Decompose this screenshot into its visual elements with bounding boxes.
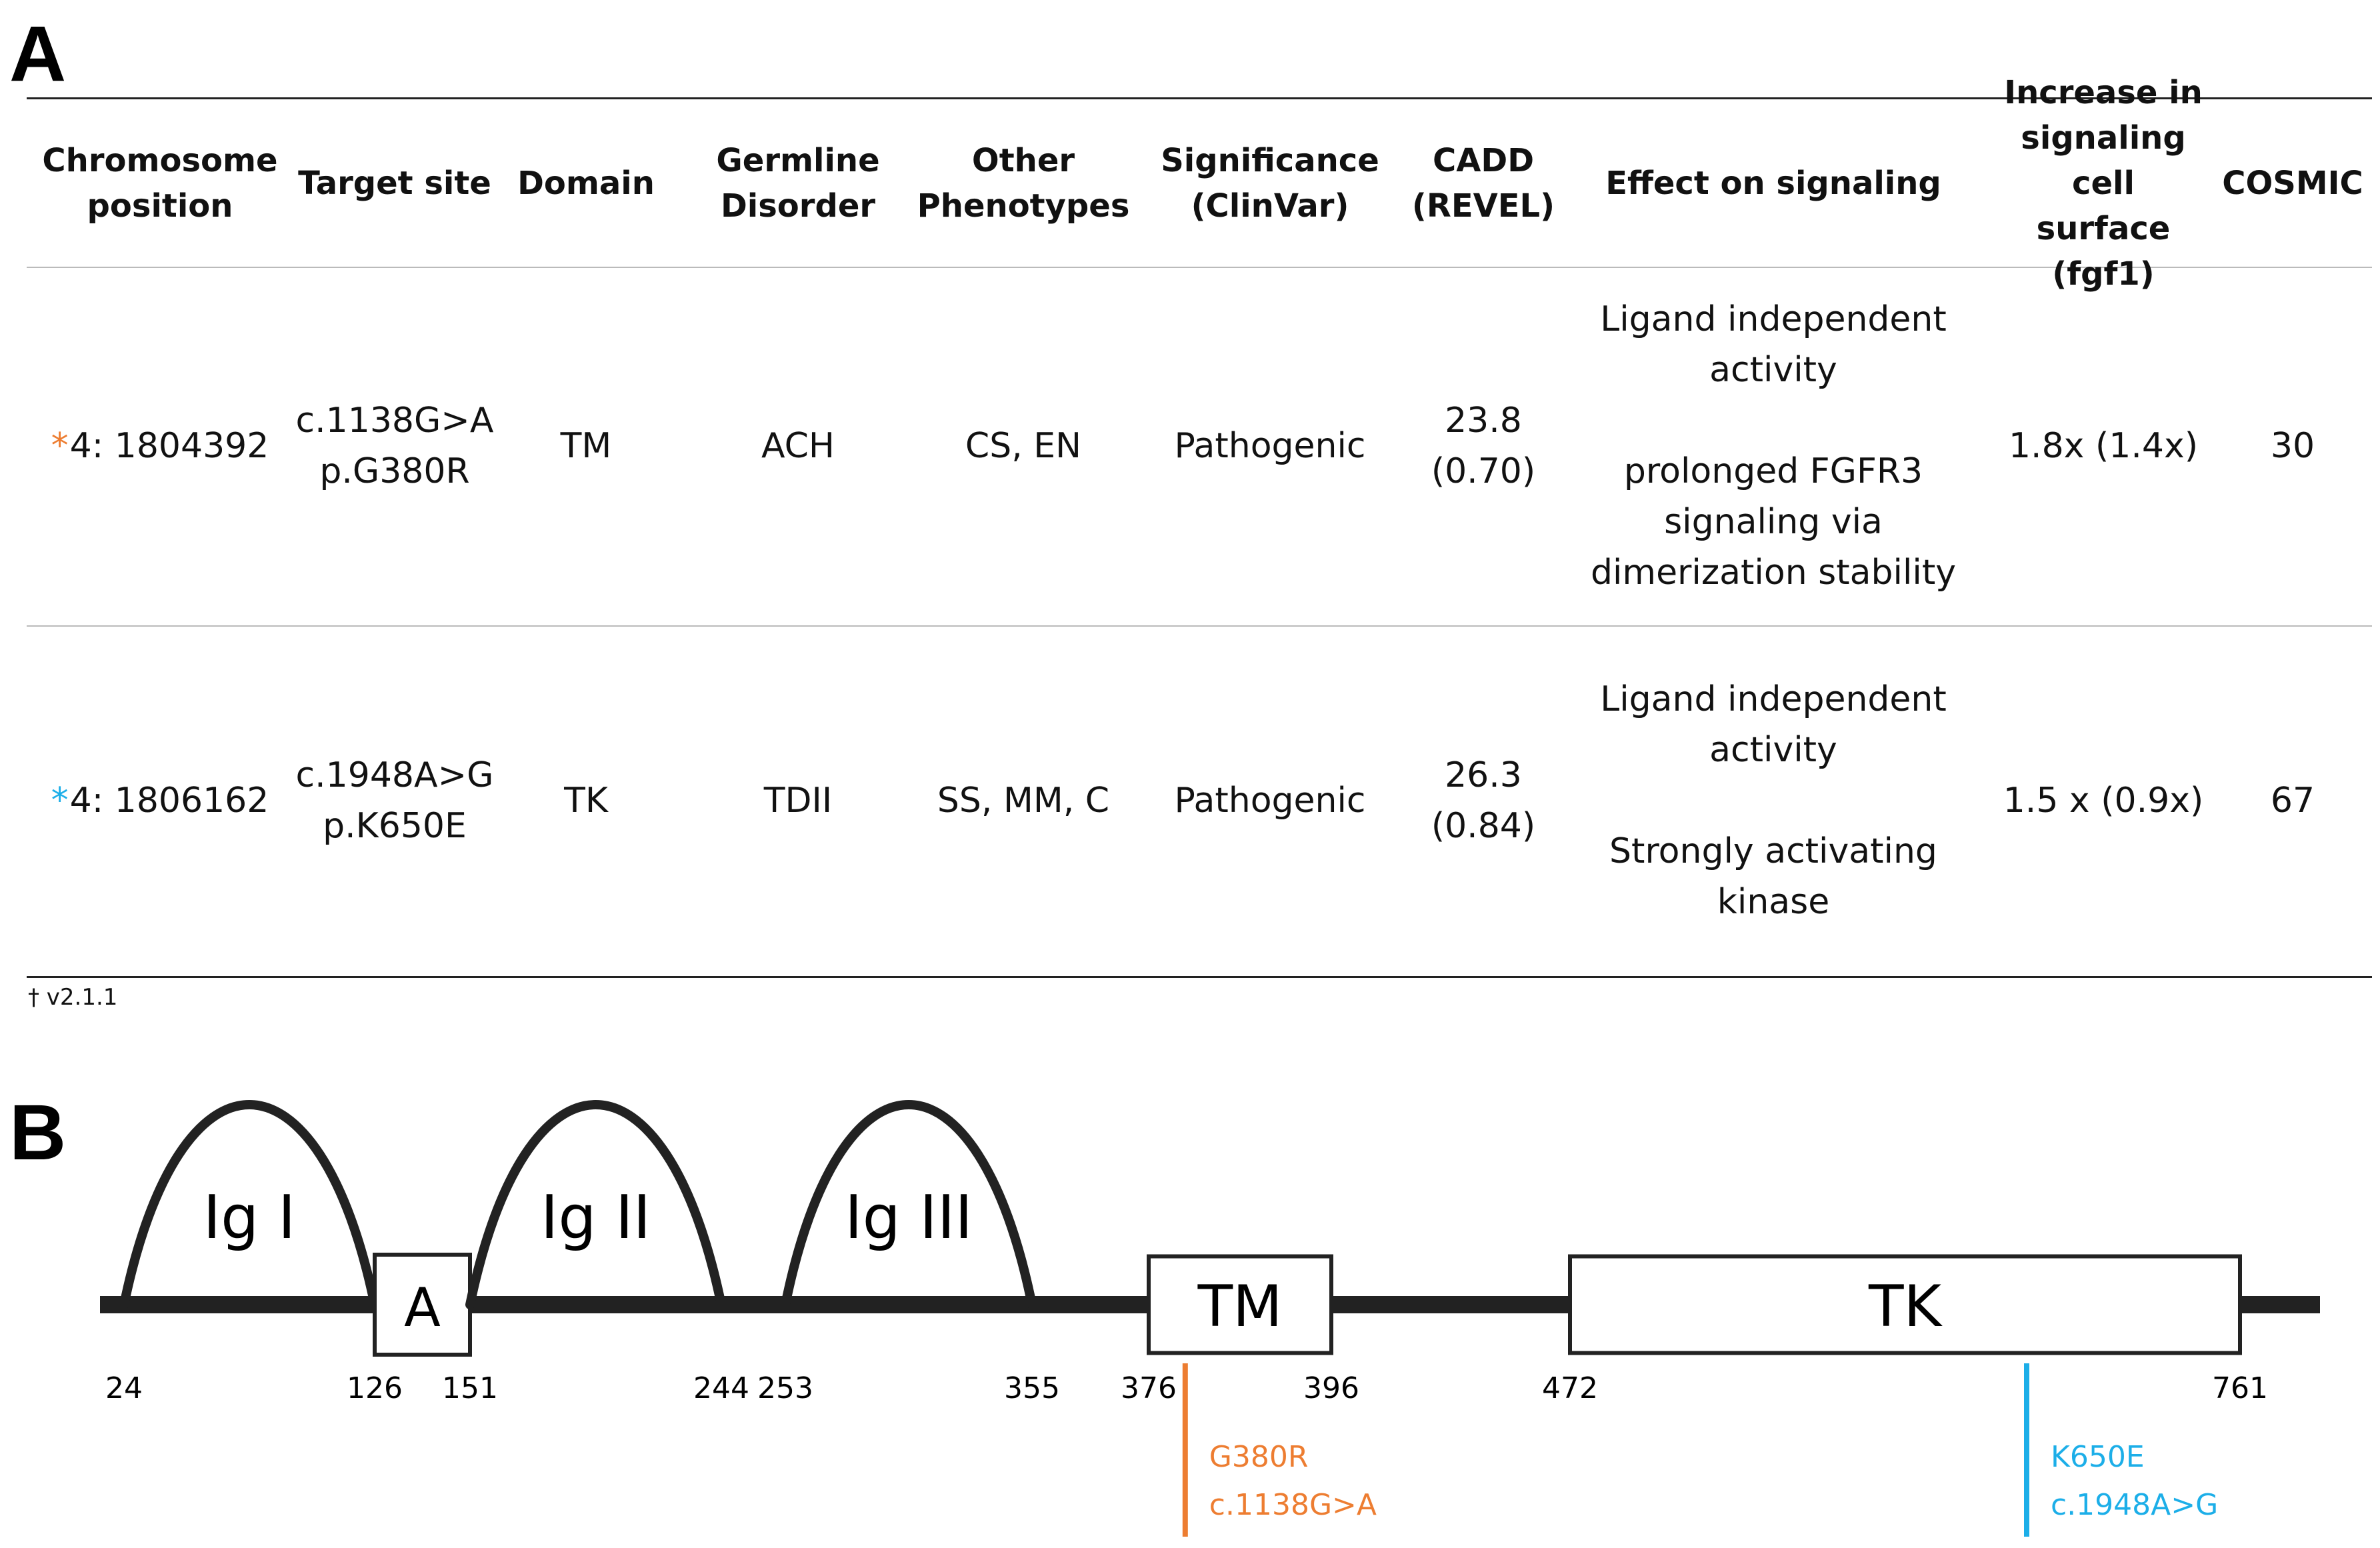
chromosome-position-text: 4: 1804392 (69, 426, 269, 467)
position-label: 253 (757, 1371, 813, 1405)
table-bottom-rule (27, 976, 2372, 978)
chromosome-position-text: 4: 1806162 (69, 781, 269, 821)
table-cell-target-site: c.1948A>G p.K650E (295, 755, 494, 846)
table-cell-cadd-revel: 26.3 (0.84) (1431, 755, 1536, 846)
column-header-domain: Domain (517, 164, 655, 202)
column-header-effect: Effect on signaling (1605, 164, 1941, 202)
panel-a-letter: A (9, 10, 67, 98)
domain-label-a: A (404, 1277, 441, 1339)
table-cell-other-phenotypes: SS, MM, C (937, 781, 1110, 821)
table-cell-effect: Ligand independent activity Strongly act… (1600, 679, 1947, 922)
table-cell-germline-disorder: ACH (761, 426, 835, 467)
mutation-protein-change: K650E (2051, 1440, 2145, 1474)
position-label: 24 (105, 1371, 143, 1405)
table-cell-effect: Ligand independent activity prolonged FG… (1590, 299, 1957, 593)
position-label: 151 (442, 1371, 498, 1405)
table-cell-cosmic: 67 (2270, 781, 2315, 821)
table-cell-domain: TM (560, 426, 612, 467)
domain-label-tm: TM (1197, 1273, 1283, 1340)
table-cell-significance: Pathogenic (1174, 426, 1366, 467)
column-header-cosmic: COSMIC (2222, 164, 2363, 202)
mutation-protein-change: G380R (1209, 1440, 1309, 1474)
table-cell-domain: TK (564, 781, 608, 821)
domain-label-tk: TK (1868, 1273, 1943, 1340)
panel-b-letter: B (9, 1089, 67, 1177)
table-cell-chromosome-position: * 4: 1806162 (27, 627, 293, 976)
domain-label-ig-i: Ig I (203, 1183, 296, 1253)
position-label: 126 (347, 1371, 403, 1405)
column-header-significance: Significance (ClinVar) (1161, 141, 1379, 225)
table-top-rule (27, 97, 2372, 99)
mutation-dna-change: c.1948A>G (2051, 1488, 2218, 1522)
domain-label-ig-ii: Ig II (541, 1183, 651, 1253)
table-cell-cadd-revel: 23.8 (0.70) (1431, 401, 1536, 491)
column-header-cadd-revel: CADD (REVEL) (1411, 141, 1555, 225)
position-label: 472 (1542, 1371, 1598, 1405)
column-header-chromosome-position: Chromosome position (42, 141, 278, 225)
table-footnote: † v2.1.1 (28, 984, 118, 1011)
column-header-target-site: Target site (298, 164, 491, 202)
position-label: 376 (1121, 1371, 1177, 1405)
table-header-rule (27, 267, 2372, 268)
domain-label-ig-iii: Ig III (845, 1183, 973, 1253)
table-cell-increase: 1.8x (1.4x) (2008, 426, 2199, 467)
table-cell-increase: 1.5 x (0.9x) (2003, 781, 2204, 821)
table-cell-germline-disorder: TDII (763, 781, 833, 821)
table-cell-cosmic: 30 (2270, 426, 2315, 467)
table-cell-other-phenotypes: CS, EN (965, 426, 1082, 467)
position-label: 244 (693, 1371, 749, 1405)
position-label: 355 (1004, 1371, 1060, 1405)
table-cell-chromosome-position: * 4: 1804392 (27, 268, 293, 625)
column-header-other-phenotypes: Other Phenotypes (917, 141, 1130, 225)
domain-box-tm (1147, 1254, 1333, 1355)
variant-marker-star: * (51, 781, 69, 821)
table-row-divider (27, 625, 2372, 627)
mutation-dna-change: c.1138G>A (1209, 1488, 1377, 1522)
domain-box-tk (1568, 1254, 2242, 1355)
position-label: 761 (2212, 1371, 2268, 1405)
domain-arc-ig-i (119, 1100, 379, 1309)
domain-arc-ig-ii (465, 1100, 726, 1309)
position-label: 396 (1303, 1371, 1359, 1405)
variant-marker-star: * (51, 426, 69, 467)
domain-arc-ig-iii (781, 1100, 1037, 1309)
table-cell-target-site: c.1138G>A p.G380R (295, 401, 494, 491)
table-cell-significance: Pathogenic (1174, 781, 1366, 821)
column-header-germline-disorder: Germline Disorder (716, 141, 880, 225)
